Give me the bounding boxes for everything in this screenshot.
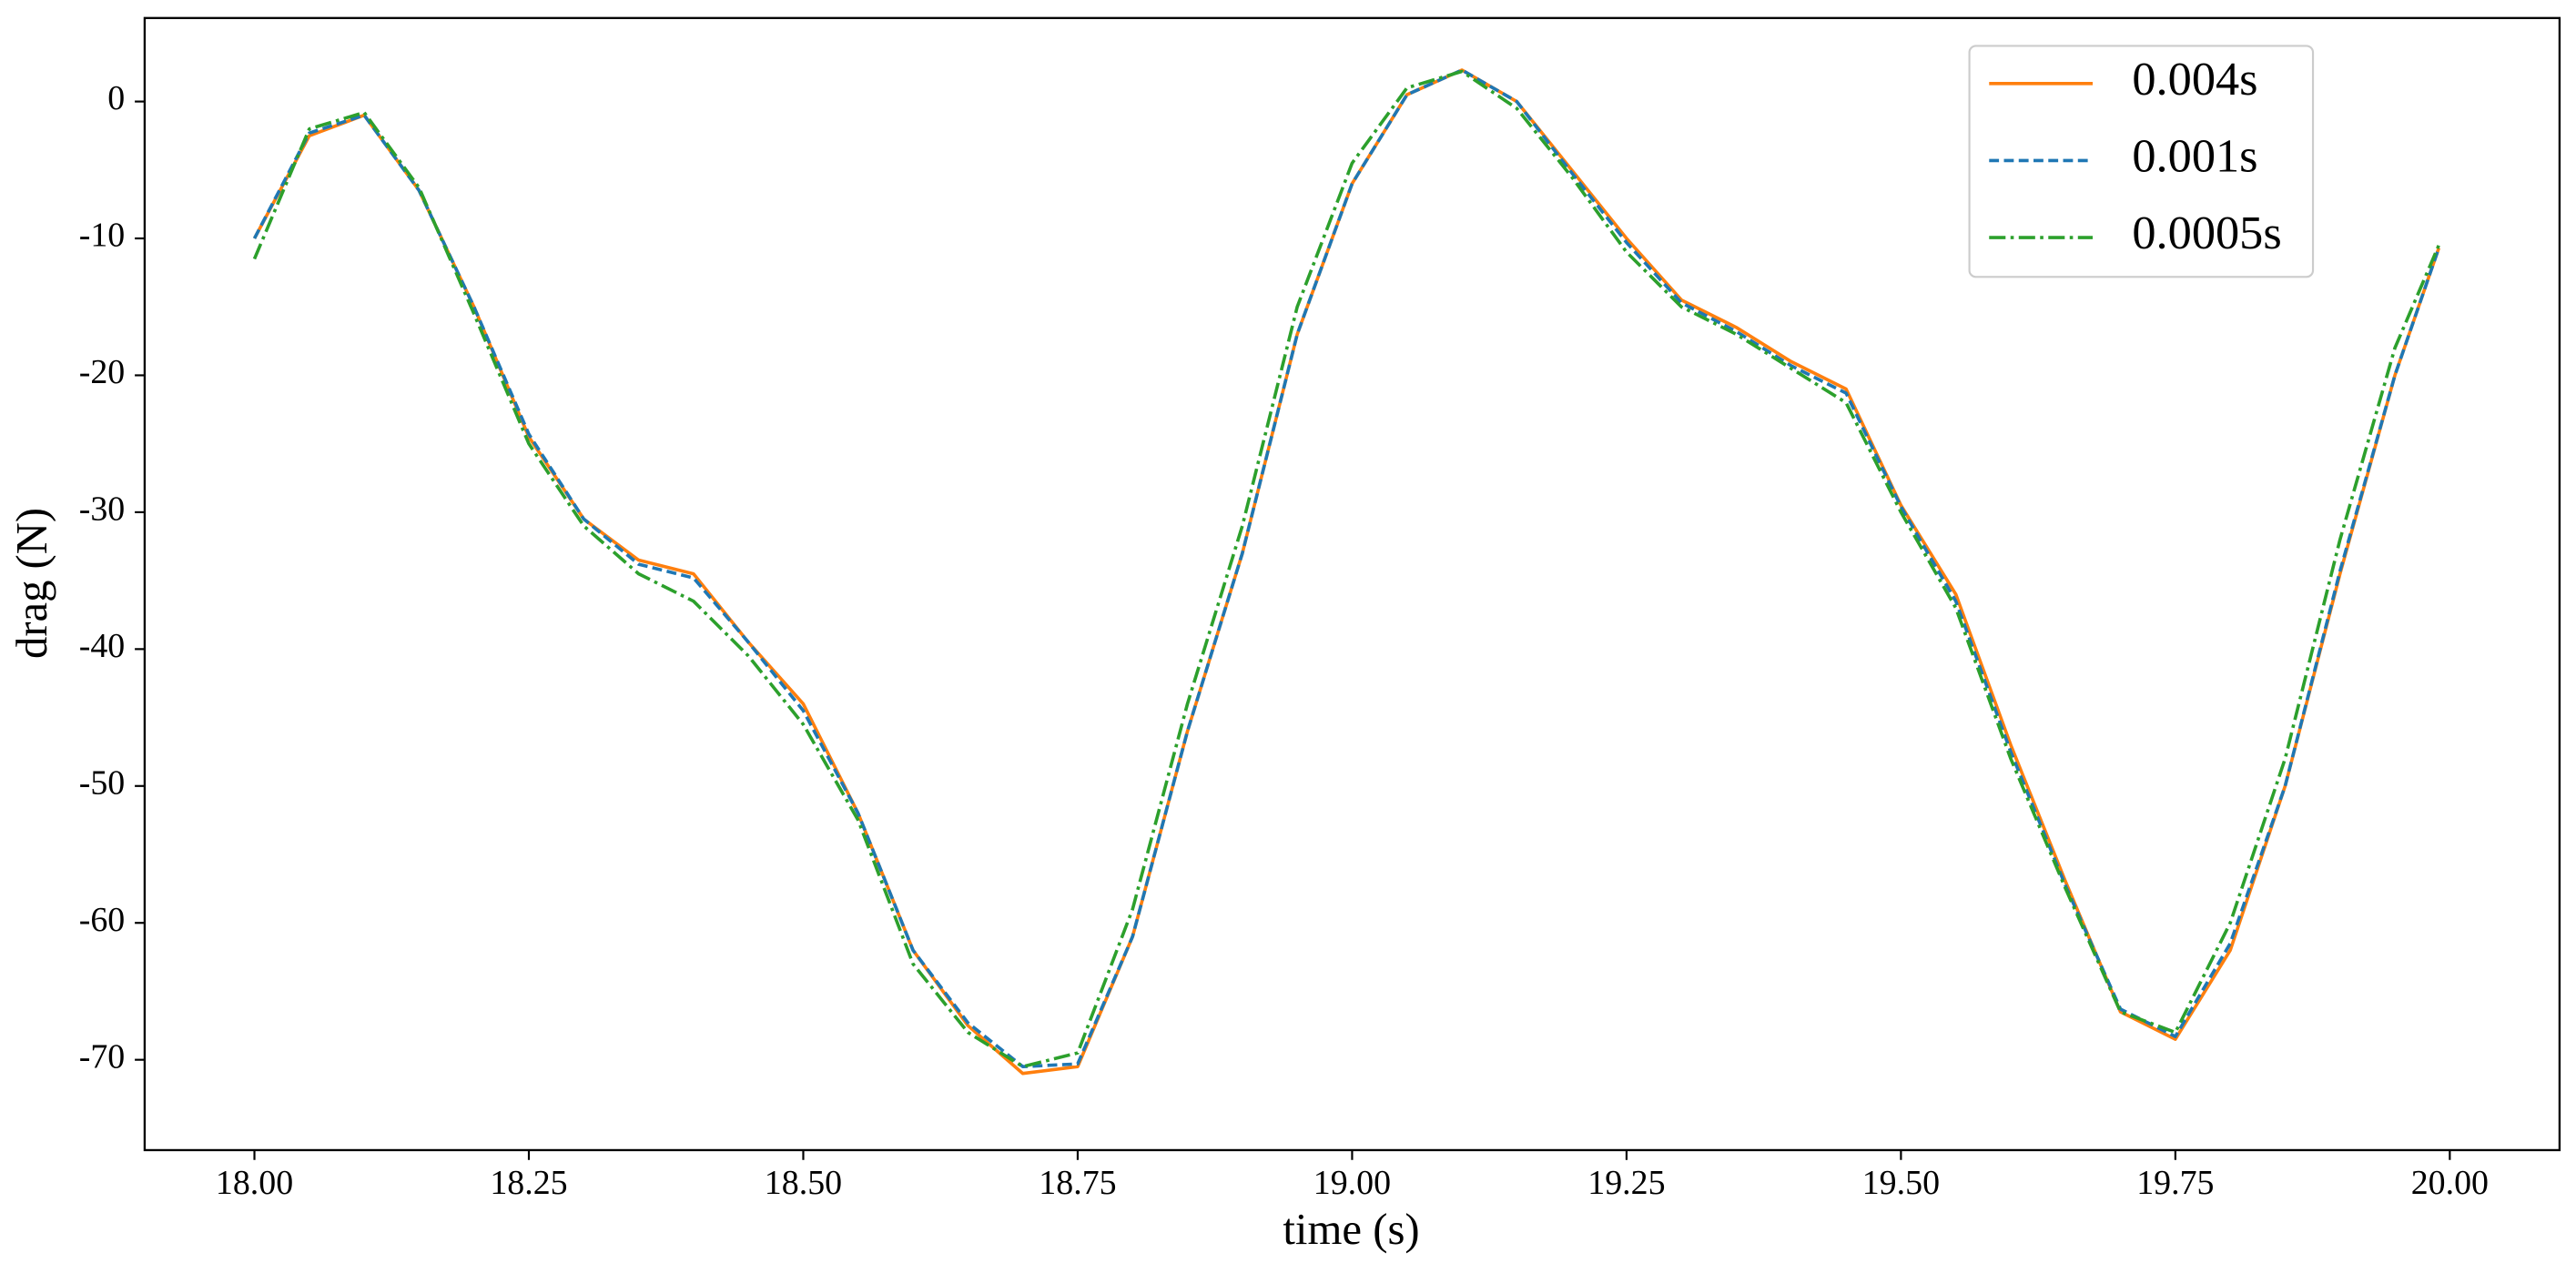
legend-label: 0.0005s bbox=[2132, 207, 2281, 259]
x-axis-label: time (s) bbox=[1283, 1205, 1419, 1254]
x-tick-label: 18.00 bbox=[216, 1164, 293, 1202]
x-tick-label: 19.25 bbox=[1587, 1164, 1665, 1202]
legend-label: 0.004s bbox=[2132, 53, 2257, 106]
x-tick-label: 19.50 bbox=[1862, 1164, 1940, 1202]
y-tick-label: -30 bbox=[79, 490, 126, 529]
y-tick-label: -40 bbox=[79, 627, 126, 665]
x-tick-label: 19.00 bbox=[1313, 1164, 1391, 1202]
legend-label: 0.001s bbox=[2132, 130, 2257, 183]
x-tick-label: 18.50 bbox=[765, 1164, 842, 1202]
y-tick-label: -50 bbox=[79, 764, 126, 803]
legend-box bbox=[1968, 45, 2315, 278]
y-tick-label: -60 bbox=[79, 901, 126, 939]
y-tick-label: -10 bbox=[79, 217, 126, 255]
x-tick-label: 20.00 bbox=[2411, 1164, 2489, 1202]
y-tick-label: -70 bbox=[79, 1037, 126, 1076]
x-tick-label: 18.75 bbox=[1039, 1164, 1116, 1202]
y-tick-label: 0 bbox=[107, 79, 125, 117]
x-tick-label: 18.25 bbox=[490, 1164, 567, 1202]
x-tick-label: 19.75 bbox=[2136, 1164, 2214, 1202]
series-line bbox=[252, 69, 2440, 1068]
y-axis-label: drag (N) bbox=[7, 508, 56, 659]
y-tick-label: -20 bbox=[79, 353, 126, 391]
